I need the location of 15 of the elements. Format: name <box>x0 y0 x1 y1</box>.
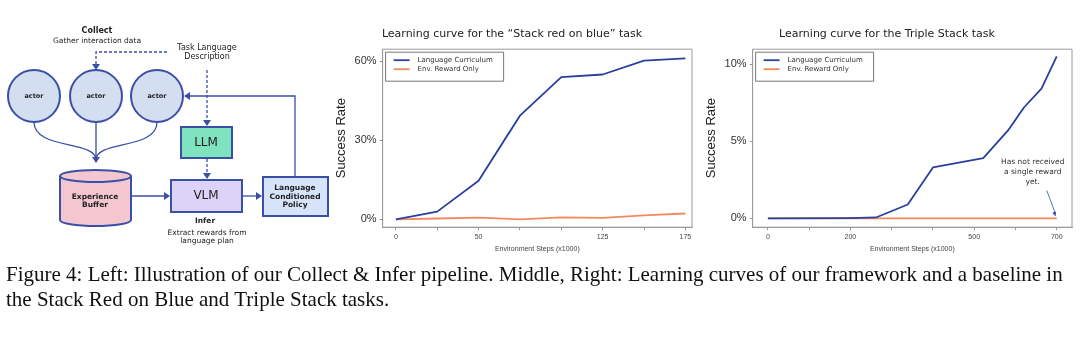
chart-title: Learning curve for the “Stack red on blue” task <box>381 27 643 41</box>
y-tick-label: 10% <box>724 57 747 70</box>
y-tick-label: 30% <box>354 133 377 146</box>
text: Collect <box>80 25 114 35</box>
y-tick-label: 5% <box>730 134 747 147</box>
text: VLM <box>192 188 220 203</box>
chart-title: Learning curve for the Triple Stack task <box>779 27 996 41</box>
y-axis-title: Success Rate <box>333 98 349 179</box>
caption: Figure 4: Left: Illustration of our Collect & Infer pipeline. Middle, Right: Learning curves of our framework and a baseline in the Stack Red on Blue and Triple Stack tasks. <box>6 262 1064 312</box>
y-axis-title: Success Rate <box>703 98 719 179</box>
y-tick-label: 60% <box>354 54 377 67</box>
y-tick-label: 0% <box>360 212 377 225</box>
text: LLM <box>193 135 219 150</box>
y-tick-label: 0% <box>730 211 747 224</box>
text: Task Language Description <box>176 43 238 62</box>
